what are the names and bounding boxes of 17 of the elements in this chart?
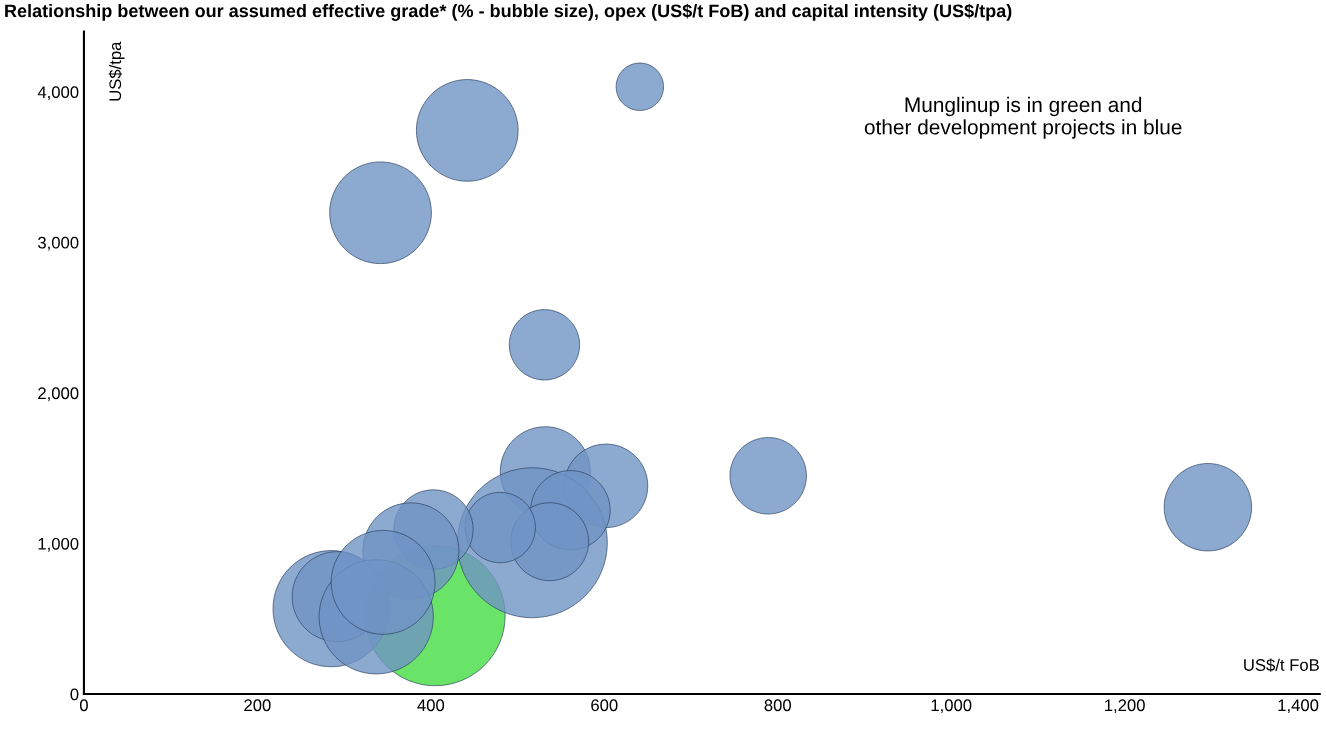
x-tick-label: 400 <box>417 699 445 712</box>
chart-title: Relationship between our assumed effective grade* (% - bubble size), opex (US$/t FoB) and capital intensity (US$/tpa) <box>5 3 1012 21</box>
y-tick-label: 2,000 <box>38 387 79 402</box>
y-tick-label: 3,000 <box>38 236 79 251</box>
x-tick-label: 800 <box>764 699 791 712</box>
annotation: Munglinup is in green and other development projects in blue <box>864 96 1182 139</box>
x-tick-label: 600 <box>591 699 618 712</box>
x-tick-label: 0 <box>79 699 88 712</box>
x-tick-label: 1,000 <box>931 699 972 714</box>
y-tick-label: 4,000 <box>37 86 79 101</box>
y-tick-label: 1,000 <box>38 537 79 552</box>
y-axis-title: US$/tpa <box>108 41 125 101</box>
x-axis-title: US$/t FoB <box>1244 658 1319 672</box>
x-tick-label: 1,200 <box>1105 699 1145 714</box>
x-tick-label: 200 <box>244 699 271 712</box>
y-tick-label: 0 <box>70 688 79 701</box>
x-tick-label: 1,400 <box>1278 699 1319 714</box>
